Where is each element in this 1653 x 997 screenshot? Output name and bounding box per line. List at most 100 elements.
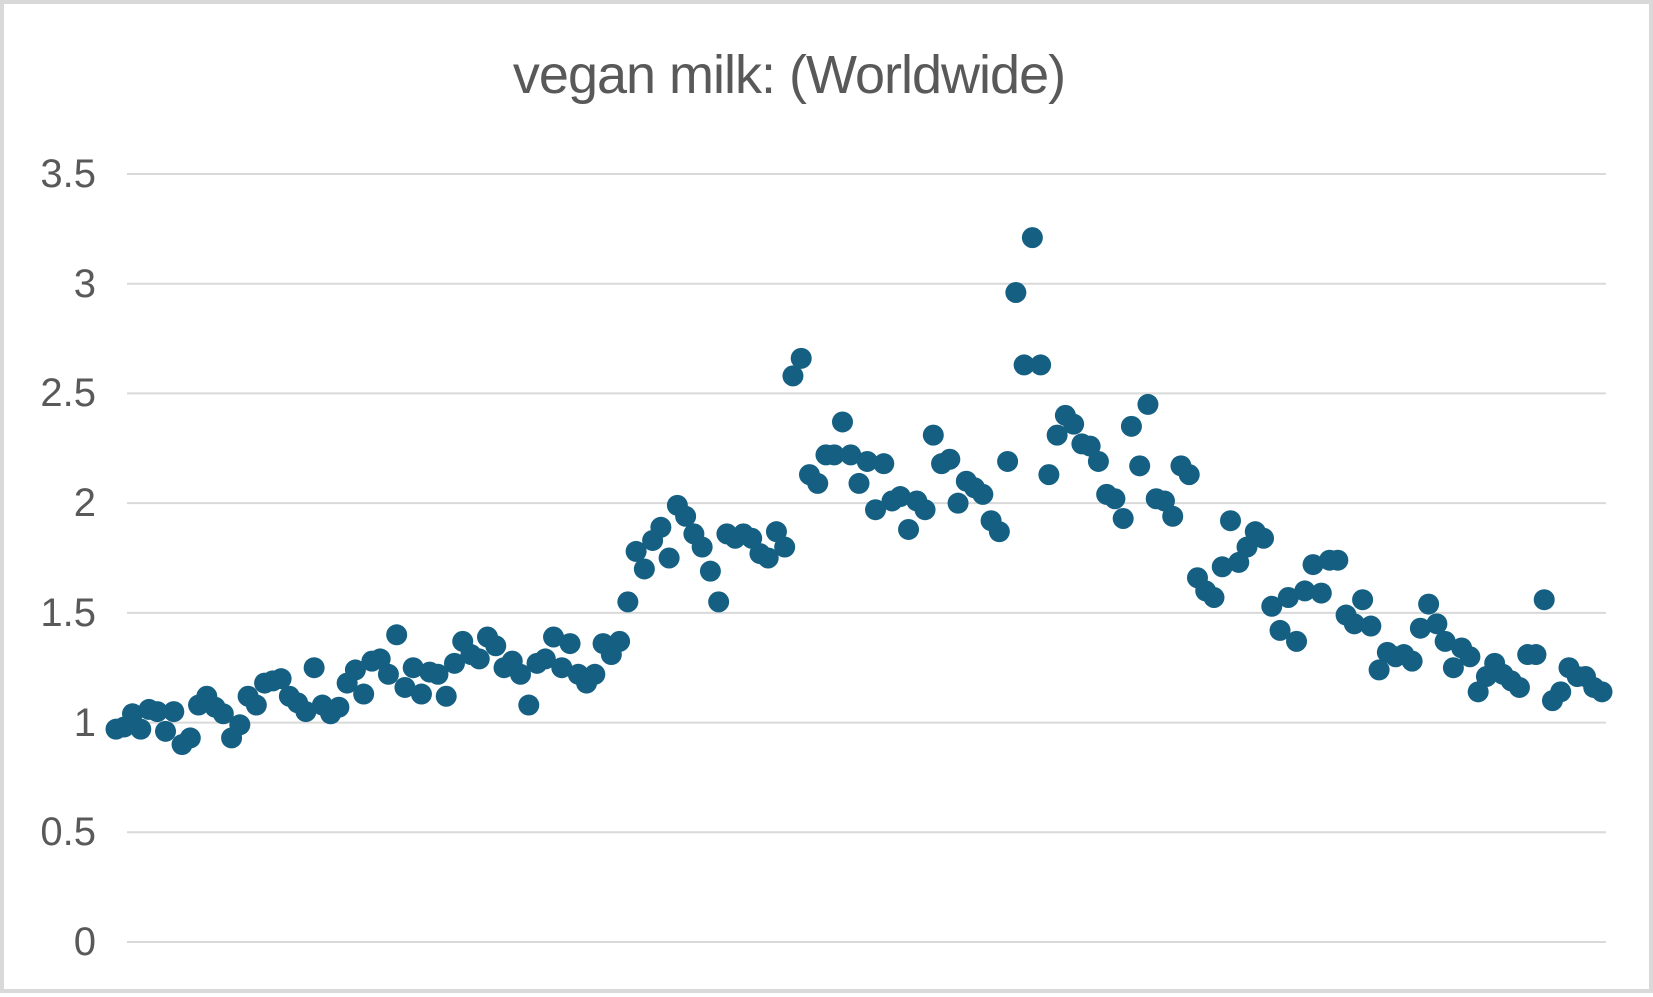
scatter-point: [1591, 681, 1613, 703]
scatter-point: [1129, 455, 1151, 477]
scatter-point: [1211, 556, 1233, 578]
scatter-point: [1294, 580, 1316, 602]
scatter-point: [1550, 681, 1572, 703]
scatter-point: [1368, 659, 1390, 681]
scatter-point: [691, 536, 713, 558]
scatter-point: [1046, 424, 1068, 446]
y-axis-tick-label: 3.5: [40, 152, 96, 196]
scatter-point: [163, 701, 185, 723]
scatter-point: [1030, 354, 1052, 376]
scatter-point: [427, 663, 449, 685]
scatter-point: [1409, 617, 1431, 639]
scatter-point: [245, 694, 267, 716]
scatter-point: [1038, 464, 1060, 486]
scatter-point: [270, 668, 292, 690]
scatter-point: [122, 703, 144, 725]
scatter-point: [303, 657, 325, 679]
scatter-point: [468, 648, 490, 670]
scatter-point: [295, 701, 317, 723]
scatter-point: [1525, 644, 1547, 666]
scatter-point: [410, 683, 432, 705]
scatter-point: [823, 444, 845, 466]
scatter-point: [179, 727, 201, 749]
scatter-point: [1418, 593, 1440, 615]
scatter-point: [1360, 615, 1382, 637]
scatter-point: [1508, 676, 1530, 698]
scatter-point: [485, 635, 507, 657]
scatter-point: [988, 521, 1010, 543]
scatter-point: [130, 718, 152, 740]
chart-title: vegan milk: (Worldwide): [512, 45, 1066, 105]
scatter-point: [1137, 393, 1159, 415]
scatter-point: [155, 720, 177, 742]
scatter-point: [510, 663, 532, 685]
scatter-point: [1220, 510, 1241, 532]
scatter-point: [1112, 508, 1134, 530]
scatter-point: [518, 694, 540, 716]
scatter-point: [1302, 554, 1324, 576]
scatter-point: [1286, 630, 1308, 652]
scatter-point: [1005, 281, 1027, 303]
scatter-point: [1079, 435, 1101, 457]
scatter-point: [922, 424, 944, 446]
scatter-point: [1327, 549, 1349, 571]
scatter-point: [1310, 582, 1332, 604]
scatter-point: [402, 657, 424, 679]
scatter-point: [609, 630, 631, 652]
scatter-point: [1087, 450, 1109, 472]
scatter-point: [840, 444, 862, 466]
y-axis-tick-label: 1: [73, 700, 96, 745]
scatter-point: [1203, 586, 1225, 608]
scatter-point: [534, 648, 556, 670]
scatter-point: [633, 558, 655, 580]
scatter-plot-svg: [105, 173, 1613, 943]
y-axis-tick-label: 0: [73, 920, 96, 964]
scatter-point: [377, 663, 399, 685]
scatter-point: [1236, 536, 1258, 558]
scatter-point: [1178, 464, 1200, 486]
scatter-point: [1013, 354, 1035, 376]
scatter-point: [865, 499, 887, 521]
scatter-point: [146, 701, 168, 723]
scatter-point: [807, 472, 829, 494]
scatter-point: [675, 505, 697, 527]
scatter-point: [386, 624, 408, 646]
scatter-point: [625, 540, 647, 562]
scatter-point: [1120, 415, 1142, 437]
scatter-point: [1343, 613, 1365, 635]
scatter-point: [443, 652, 465, 674]
scatter-point: [782, 365, 804, 387]
scatter-point: [757, 547, 779, 569]
scatter-point: [774, 536, 796, 558]
scatter-point: [1261, 595, 1283, 617]
scatter-point: [543, 626, 565, 648]
scatter-point: [1253, 527, 1275, 549]
scatter-point: [212, 703, 234, 725]
scatter-point: [229, 714, 251, 736]
scatter-point: [856, 450, 878, 472]
scatter-point: [873, 453, 895, 475]
scatter-point: [1459, 646, 1481, 668]
scatter-point: [658, 547, 680, 569]
scatter-point: [559, 633, 581, 655]
scatter-point: [1162, 505, 1184, 527]
scatter-point: [1063, 413, 1085, 435]
scatter-point: [328, 696, 350, 718]
y-axis-tick-label: 3: [73, 261, 96, 306]
y-axis-tick-label: 0.5: [40, 810, 96, 855]
scatter-point: [394, 676, 416, 698]
scatter-point: [1352, 589, 1374, 611]
y-axis-tick-label: 1.5: [40, 590, 96, 635]
scatter-point: [1269, 619, 1291, 641]
scatter-point: [898, 518, 920, 540]
scatter-point: [1533, 589, 1555, 611]
scatter-point: [848, 472, 870, 494]
scatter-point: [1021, 227, 1043, 249]
scatter-point: [997, 450, 1019, 472]
scatter-point: [1426, 613, 1448, 635]
scatter-point: [1434, 630, 1456, 652]
scatter-point: [650, 516, 672, 538]
y-axis-tick-label: 2.5: [40, 371, 96, 416]
scatter-point: [551, 657, 573, 679]
